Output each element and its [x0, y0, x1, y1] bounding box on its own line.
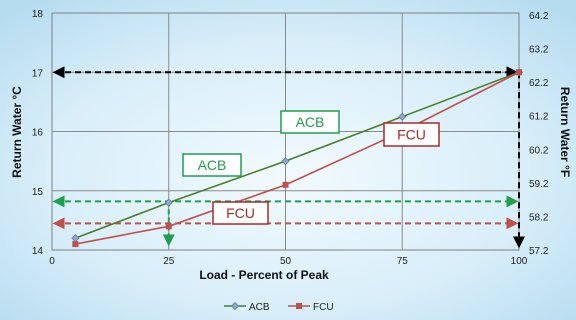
legend-marker-acb — [230, 301, 240, 311]
data-point-acb — [281, 157, 290, 166]
y2-tick-label: 64.2 — [529, 11, 549, 22]
legend-label: FCU — [313, 302, 334, 313]
y2-tick-label: 60.2 — [529, 145, 549, 156]
tick-labels: 0 25 50 75 100 14 15 16 17 18 57.2 58.2 59.2 60.2 61.2… — [32, 9, 549, 267]
annotations: ACB ACB FCU FCU — [182, 110, 440, 225]
reference-lines — [52, 66, 525, 249]
y-tick-label: 15 — [32, 187, 44, 198]
data-point-fcu — [165, 223, 172, 230]
data-point-acb — [164, 198, 173, 207]
y-tick-label: 18 — [32, 9, 44, 20]
annotation-box — [182, 153, 242, 177]
x-tick-label: 100 — [511, 256, 528, 267]
y2-tick-label: 61.2 — [529, 112, 549, 123]
y2-tick-label: 59.2 — [529, 179, 549, 190]
y-tick-label: 14 — [32, 246, 44, 257]
legend-label: ACB — [249, 302, 270, 313]
x-tick-label: 25 — [163, 256, 175, 267]
data-point-fcu — [72, 241, 79, 248]
annotation-box — [280, 110, 340, 134]
x-axis-title: Load - Percent of Peak — [199, 268, 329, 282]
annotation-box — [383, 122, 440, 147]
y2-tick-label: 58.2 — [529, 212, 549, 223]
annotation-label: FCU — [397, 127, 426, 143]
y-axis-title: Return Water °C — [10, 86, 24, 178]
annotation-label: FCU — [226, 205, 255, 221]
x-tick-label: 50 — [280, 256, 292, 267]
y2-axis-title: Return Water °F — [558, 87, 572, 177]
x-tick-label: 0 — [49, 256, 55, 267]
y-tick-label: 17 — [32, 68, 44, 79]
y2-tick-label: 62.2 — [529, 78, 549, 89]
x-tick-label: 75 — [397, 256, 409, 267]
annotation-label: ACB — [296, 114, 325, 130]
data-point-acb — [398, 112, 407, 121]
data-point-fcu — [282, 181, 289, 188]
y2-tick-label: 63.2 — [529, 45, 549, 56]
legend: ACB FCU — [224, 301, 334, 313]
annotation-label: ACB — [198, 157, 227, 173]
data-point-fcu — [516, 69, 522, 76]
y-tick-label: 16 — [32, 128, 44, 139]
legend-marker-fcu — [296, 303, 302, 309]
annotation-box — [212, 201, 269, 225]
y2-tick-label: 57.2 — [529, 246, 549, 257]
